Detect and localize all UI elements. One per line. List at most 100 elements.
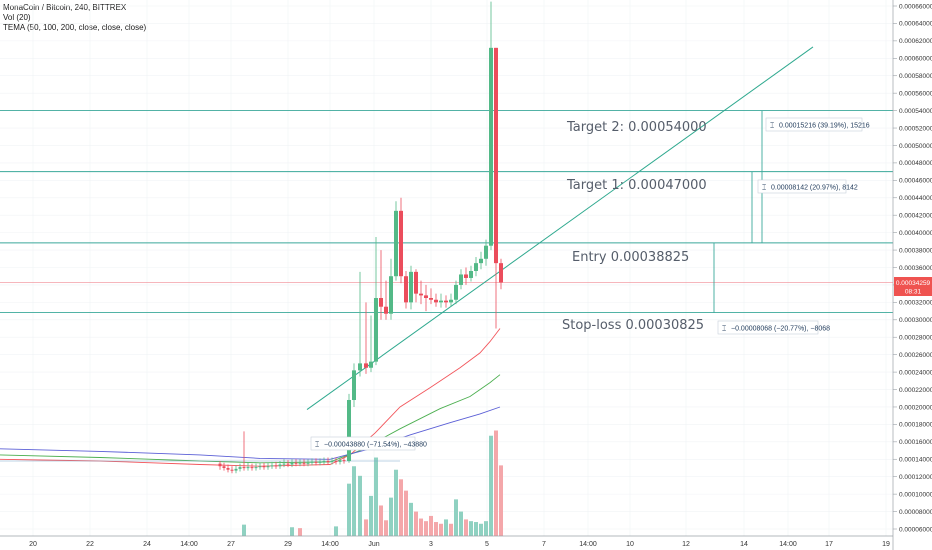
y-tick-label: 0.00058000: [899, 73, 932, 80]
volume-bar: [464, 519, 468, 536]
y-tick-label: 0.00012000: [899, 474, 932, 481]
grid: [0, 0, 893, 536]
candles: [218, 1, 503, 474]
candle-body: [326, 461, 330, 463]
candle-body: [318, 461, 322, 463]
x-tick-label: 5: [485, 541, 489, 548]
level-lines: [0, 46, 893, 462]
candle-body: [469, 270, 473, 278]
candle-body: [286, 463, 290, 465]
candle-body: [424, 295, 428, 299]
y-tick-label: 0.00028000: [899, 335, 932, 342]
candle-body: [499, 263, 503, 283]
candle-body: [352, 370, 356, 400]
volume-bar: [358, 475, 362, 536]
y-tick-label: 0.00030000: [899, 317, 932, 324]
volume-bar: [474, 522, 478, 536]
candle-body: [282, 463, 286, 465]
measure-tools: [713, 110, 763, 313]
legend-symbol[interactable]: MonaCoin / Bitcoin, 240, BITTREX: [3, 3, 127, 12]
volume-bar: [414, 511, 418, 536]
candle-body: [230, 469, 234, 471]
volume-bar: [454, 499, 458, 536]
candle-body: [369, 361, 373, 368]
candle-body: [262, 466, 266, 468]
y-tick-label: 0.00054000: [899, 108, 932, 115]
stoploss-label: Stop-loss 0.00030825: [562, 318, 704, 333]
candle-body: [310, 461, 314, 463]
measure-box-stoploss[interactable]: ⌶ −0.00008068 (−20.77%), −8068: [717, 320, 830, 335]
volume-bar: [369, 495, 373, 536]
candle-body: [474, 263, 478, 271]
x-tick-label: 7: [542, 541, 546, 548]
candle-body: [270, 465, 274, 467]
candle-body: [238, 467, 242, 469]
measure-box-target1[interactable]: ⌶ 0.00008142 (20.97%), 8142: [757, 179, 858, 194]
y-tick-label: 0.00020000: [899, 404, 932, 411]
candle-body: [302, 462, 306, 464]
candle-body: [404, 276, 408, 303]
x-tick-label: 14: [740, 541, 748, 548]
candle-body: [278, 464, 282, 467]
candle-body: [290, 462, 294, 465]
volume-bar: [419, 518, 423, 536]
measure-stoploss-text: −0.00008068 (−20.77%), −8068: [731, 326, 830, 333]
candle-body: [384, 306, 388, 314]
measure-glyph: ⌶: [722, 326, 726, 333]
candle-body: [358, 363, 362, 371]
volume-bar: [469, 521, 473, 536]
candle-body: [242, 467, 246, 469]
candle-body: [464, 274, 468, 278]
x-tick-label: 14:00: [579, 541, 597, 548]
y-axis[interactable]: 0.00066000 0.00064000 0.00062000 0.00060000…: [893, 3, 932, 533]
y-tick-label: 0.00008000: [899, 509, 932, 516]
y-tick-label: 0.00032000: [899, 300, 932, 307]
measure-glyph: ⌶: [762, 185, 766, 192]
tema100-line: [0, 374, 501, 464]
candle-body: [234, 468, 238, 471]
legend-volume[interactable]: Vol (20): [3, 13, 31, 22]
volume-bar: [334, 526, 338, 536]
candle-body: [218, 463, 222, 467]
y-tick-label: 0.00044000: [899, 195, 932, 202]
candle-body: [414, 271, 418, 294]
x-axis[interactable]: 20 22 24 14:00 27 29 14:00 Jun 3 5 7 14:00 10 12 14 14:…: [29, 541, 890, 548]
candle-body: [254, 467, 258, 469]
measure-glyph: ⌶: [315, 442, 319, 449]
volume-bar: [439, 523, 443, 536]
volume-bar: [379, 505, 383, 536]
candle-body: [419, 293, 423, 296]
volume-bar: [242, 524, 246, 536]
legend-tema[interactable]: TEMA (50, 100, 200, close, close, close): [3, 23, 147, 32]
x-tick-label: 20: [29, 541, 37, 548]
y-tick-label: 0.00040000: [899, 230, 932, 237]
trend-line: [306, 46, 814, 410]
current-price-tag: 0.00034259 08:31: [894, 277, 932, 296]
candle-body: [322, 461, 326, 463]
x-tick-label: 27: [227, 541, 235, 548]
current-price-time: 08:31: [905, 289, 922, 296]
x-tick-label: 10: [626, 541, 634, 548]
measure-target1-text: 0.00008142 (20.97%), 8142: [771, 185, 858, 192]
y-tick-label: 0.00024000: [899, 369, 932, 376]
x-tick-label: 24: [143, 541, 151, 548]
y-tick-label: 0.00060000: [899, 56, 932, 63]
y-tick-label: 0.00006000: [899, 526, 932, 533]
y-tick-label: 0.00046000: [899, 178, 932, 185]
measure-box-drawdown[interactable]: ⌶ −0.00043880 (−71.54%), −43880: [310, 436, 427, 451]
volume-bar: [347, 483, 351, 536]
volume-bar: [364, 519, 368, 536]
y-tick-label: 0.00010000: [899, 491, 932, 498]
tema200-line: [0, 406, 501, 460]
candle-body: [444, 300, 448, 303]
x-tick-label: 22: [86, 541, 94, 548]
volume-bar: [424, 521, 428, 536]
volume-bar: [444, 519, 448, 536]
candle-body: [429, 298, 433, 300]
entry-label: Entry 0.00038825: [572, 250, 689, 265]
chart-legend: MonaCoin / Bitcoin, 240, BITTREX Vol (20…: [3, 3, 146, 33]
target1-label: Target 1: 0.00047000: [566, 178, 707, 193]
candle-body: [334, 461, 338, 463]
measure-box-target2[interactable]: ⌶ 0.00015216 (39.19%), 15216: [765, 117, 870, 132]
